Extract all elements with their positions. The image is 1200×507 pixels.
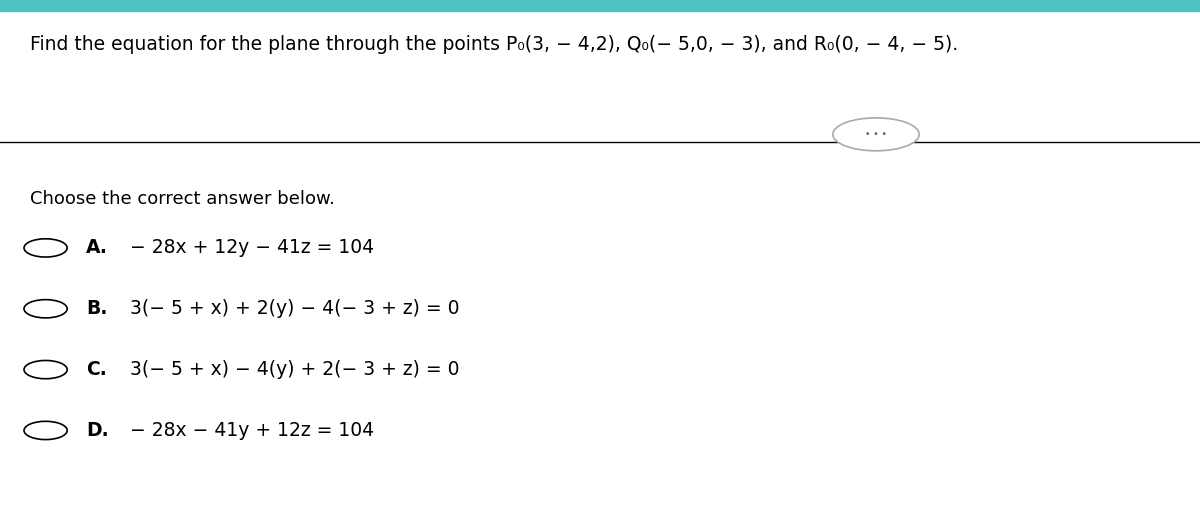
Text: C.: C. — [86, 360, 107, 379]
Text: 3(− 5 + x) + 2(y) − 4(− 3 + z) = 0: 3(− 5 + x) + 2(y) − 4(− 3 + z) = 0 — [130, 299, 460, 318]
Circle shape — [24, 421, 67, 440]
Text: • • •: • • • — [865, 130, 887, 139]
Text: Choose the correct answer below.: Choose the correct answer below. — [30, 190, 335, 208]
Circle shape — [24, 360, 67, 379]
Text: A.: A. — [86, 238, 108, 258]
Text: B.: B. — [86, 299, 108, 318]
FancyBboxPatch shape — [0, 0, 1200, 11]
Text: − 28x − 41y + 12z = 104: − 28x − 41y + 12z = 104 — [130, 421, 373, 440]
Text: Find the equation for the plane through the points P₀(3, − 4,2), Q₀(− 5,0, − 3),: Find the equation for the plane through … — [30, 35, 958, 54]
Ellipse shape — [833, 118, 919, 151]
Circle shape — [24, 300, 67, 318]
Text: − 28x + 12y − 41z = 104: − 28x + 12y − 41z = 104 — [130, 238, 373, 258]
Circle shape — [24, 239, 67, 257]
Text: 3(− 5 + x) − 4(y) + 2(− 3 + z) = 0: 3(− 5 + x) − 4(y) + 2(− 3 + z) = 0 — [130, 360, 460, 379]
Text: D.: D. — [86, 421, 109, 440]
